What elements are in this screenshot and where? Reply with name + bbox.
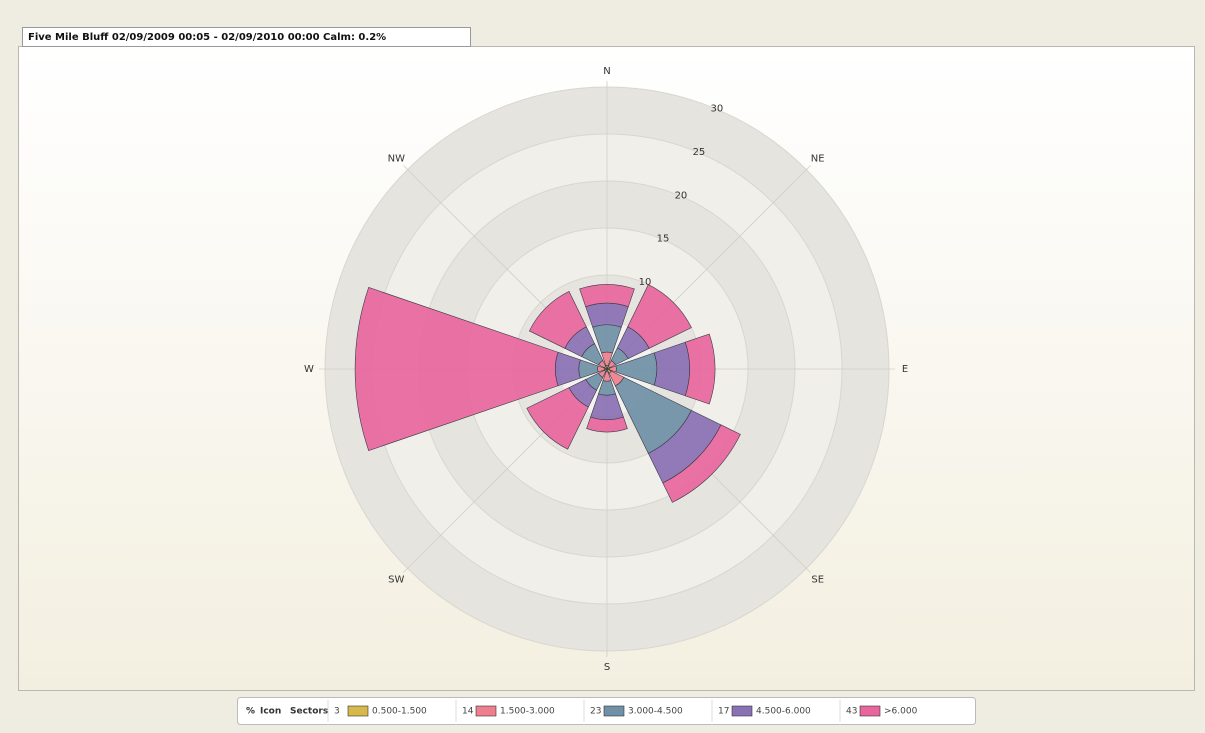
wind-segment: [586, 416, 628, 433]
chart-title: Five Mile Bluff 02/09/2009 00:05 - 02/09…: [28, 32, 386, 43]
ring-label: 20: [675, 190, 688, 201]
direction-label: W: [304, 364, 314, 375]
legend-swatch: [731, 705, 753, 717]
legend-header: Sectors: [290, 707, 328, 717]
legend-label: 3.000-4.500: [628, 707, 683, 717]
legend-percent: 43: [846, 707, 857, 717]
ring-label: 15: [657, 234, 670, 245]
wind-segment: [354, 287, 559, 451]
legend-header: %: [246, 707, 255, 717]
ring-label: 25: [693, 147, 706, 158]
legend-swatch: [347, 705, 369, 717]
direction-label: S: [604, 662, 610, 673]
wind-segment: [579, 284, 635, 308]
wind-rose: N NE E SE S SW W NW 10 15 20 25 30: [304, 66, 908, 673]
legend-header: Icon: [260, 707, 281, 717]
legend: % Icon Sectors 3 0.500-1.500 14 1.500-3.000 23 3…: [246, 700, 918, 722]
direction-label: E: [902, 364, 908, 375]
direction-label: SE: [811, 575, 824, 586]
legend-swatch: [475, 705, 497, 717]
ring-label: 10: [639, 277, 652, 288]
legend-swatch: [859, 705, 881, 717]
legend-percent: 14: [462, 707, 474, 717]
wind-segment: [627, 284, 692, 349]
wind-segment: [526, 387, 589, 450]
legend-label: 4.500-6.000: [756, 707, 811, 717]
direction-label: NE: [811, 153, 825, 164]
legend-percent: 3: [334, 707, 340, 717]
legend-percent: 23: [590, 707, 601, 717]
wind-segment: [585, 302, 629, 328]
direction-label: SW: [388, 575, 404, 586]
wind-segment: [528, 290, 587, 349]
legend-swatch: [603, 705, 625, 717]
legend-label: 0.500-1.500: [372, 707, 427, 717]
direction-label: NW: [388, 153, 405, 164]
title-tab[interactable]: [22, 27, 471, 47]
legend-label: 1.500-3.000: [500, 707, 555, 717]
legend-percent: 17: [718, 707, 729, 717]
direction-label: N: [603, 66, 610, 77]
wind-segment: [662, 424, 741, 503]
ring-label: 30: [711, 103, 724, 114]
legend-label: >6.000: [884, 707, 918, 717]
wind-segment: [684, 333, 716, 405]
